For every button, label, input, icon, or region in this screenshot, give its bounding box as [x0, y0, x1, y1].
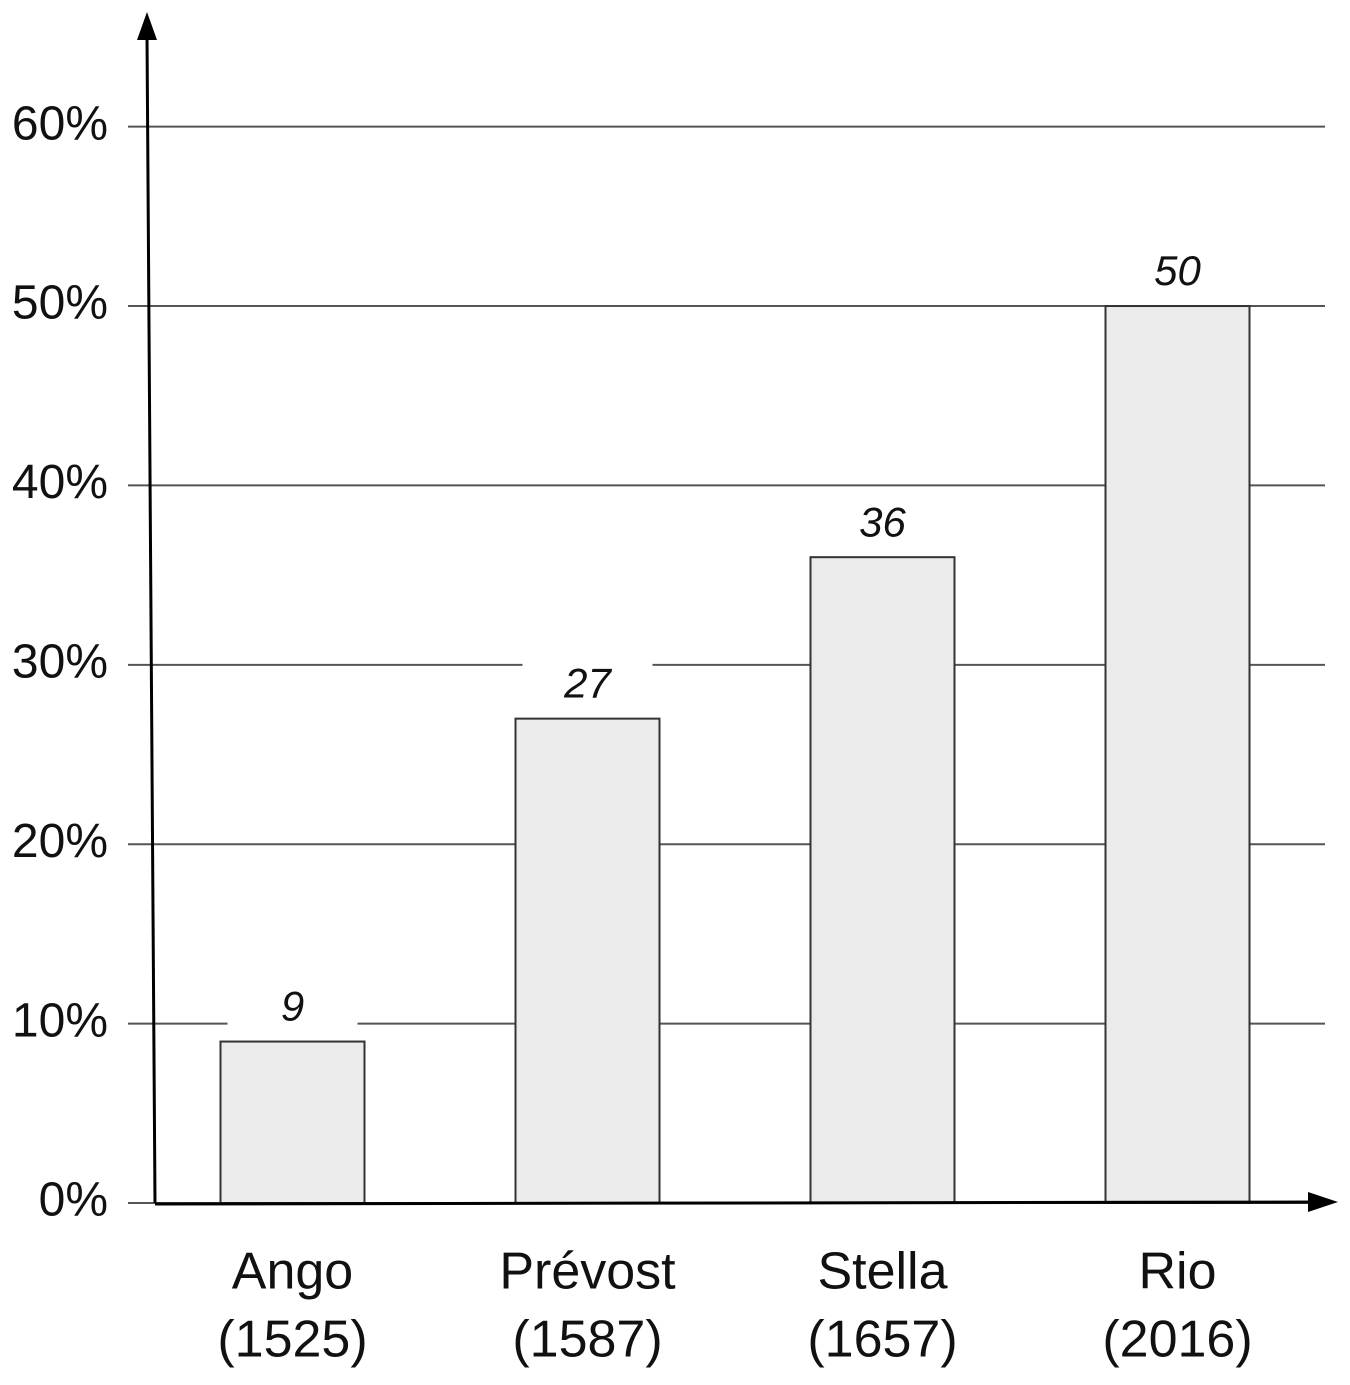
x-axis-arrow — [1308, 1192, 1338, 1212]
value-label-bg — [1112, 248, 1243, 299]
y-tick-label: 0% — [39, 1174, 108, 1227]
x-tick-sublabel: (1587) — [512, 1311, 662, 1369]
value-label: 50 — [1154, 247, 1201, 294]
marks — [219, 248, 1251, 1205]
y-tick-label: 20% — [12, 815, 108, 868]
x-tick-sublabel: (1657) — [807, 1311, 957, 1369]
y-axis-arrow — [137, 12, 157, 40]
bar — [809, 556, 956, 1204]
x-tick-sublabel: (2016) — [1102, 1311, 1252, 1369]
y-tick-label: 30% — [12, 635, 108, 688]
x-tick-sublabel: (1525) — [217, 1311, 367, 1369]
bar — [514, 717, 661, 1204]
value-label: 27 — [563, 660, 612, 707]
y-tick-label: 60% — [12, 97, 108, 150]
value-label-bg — [227, 983, 358, 1034]
value-label-bg — [522, 660, 653, 711]
y-tick-label: 50% — [12, 277, 108, 330]
bar — [219, 1040, 366, 1204]
value-label: 36 — [859, 498, 906, 545]
x-tick-label: Ango — [232, 1243, 353, 1301]
value-label: 9 — [281, 983, 304, 1030]
bar — [1104, 305, 1251, 1205]
y-tick-label: 10% — [12, 994, 108, 1047]
y-axis — [145, 34, 157, 1204]
value-label-bg — [817, 499, 948, 550]
x-tick-label: Stella — [817, 1243, 947, 1301]
x-tick-label: Prévost — [499, 1243, 676, 1301]
x-axis — [154, 1200, 1316, 1206]
y-tick-label: 40% — [12, 456, 108, 509]
x-tick-label: Rio — [1138, 1243, 1216, 1301]
